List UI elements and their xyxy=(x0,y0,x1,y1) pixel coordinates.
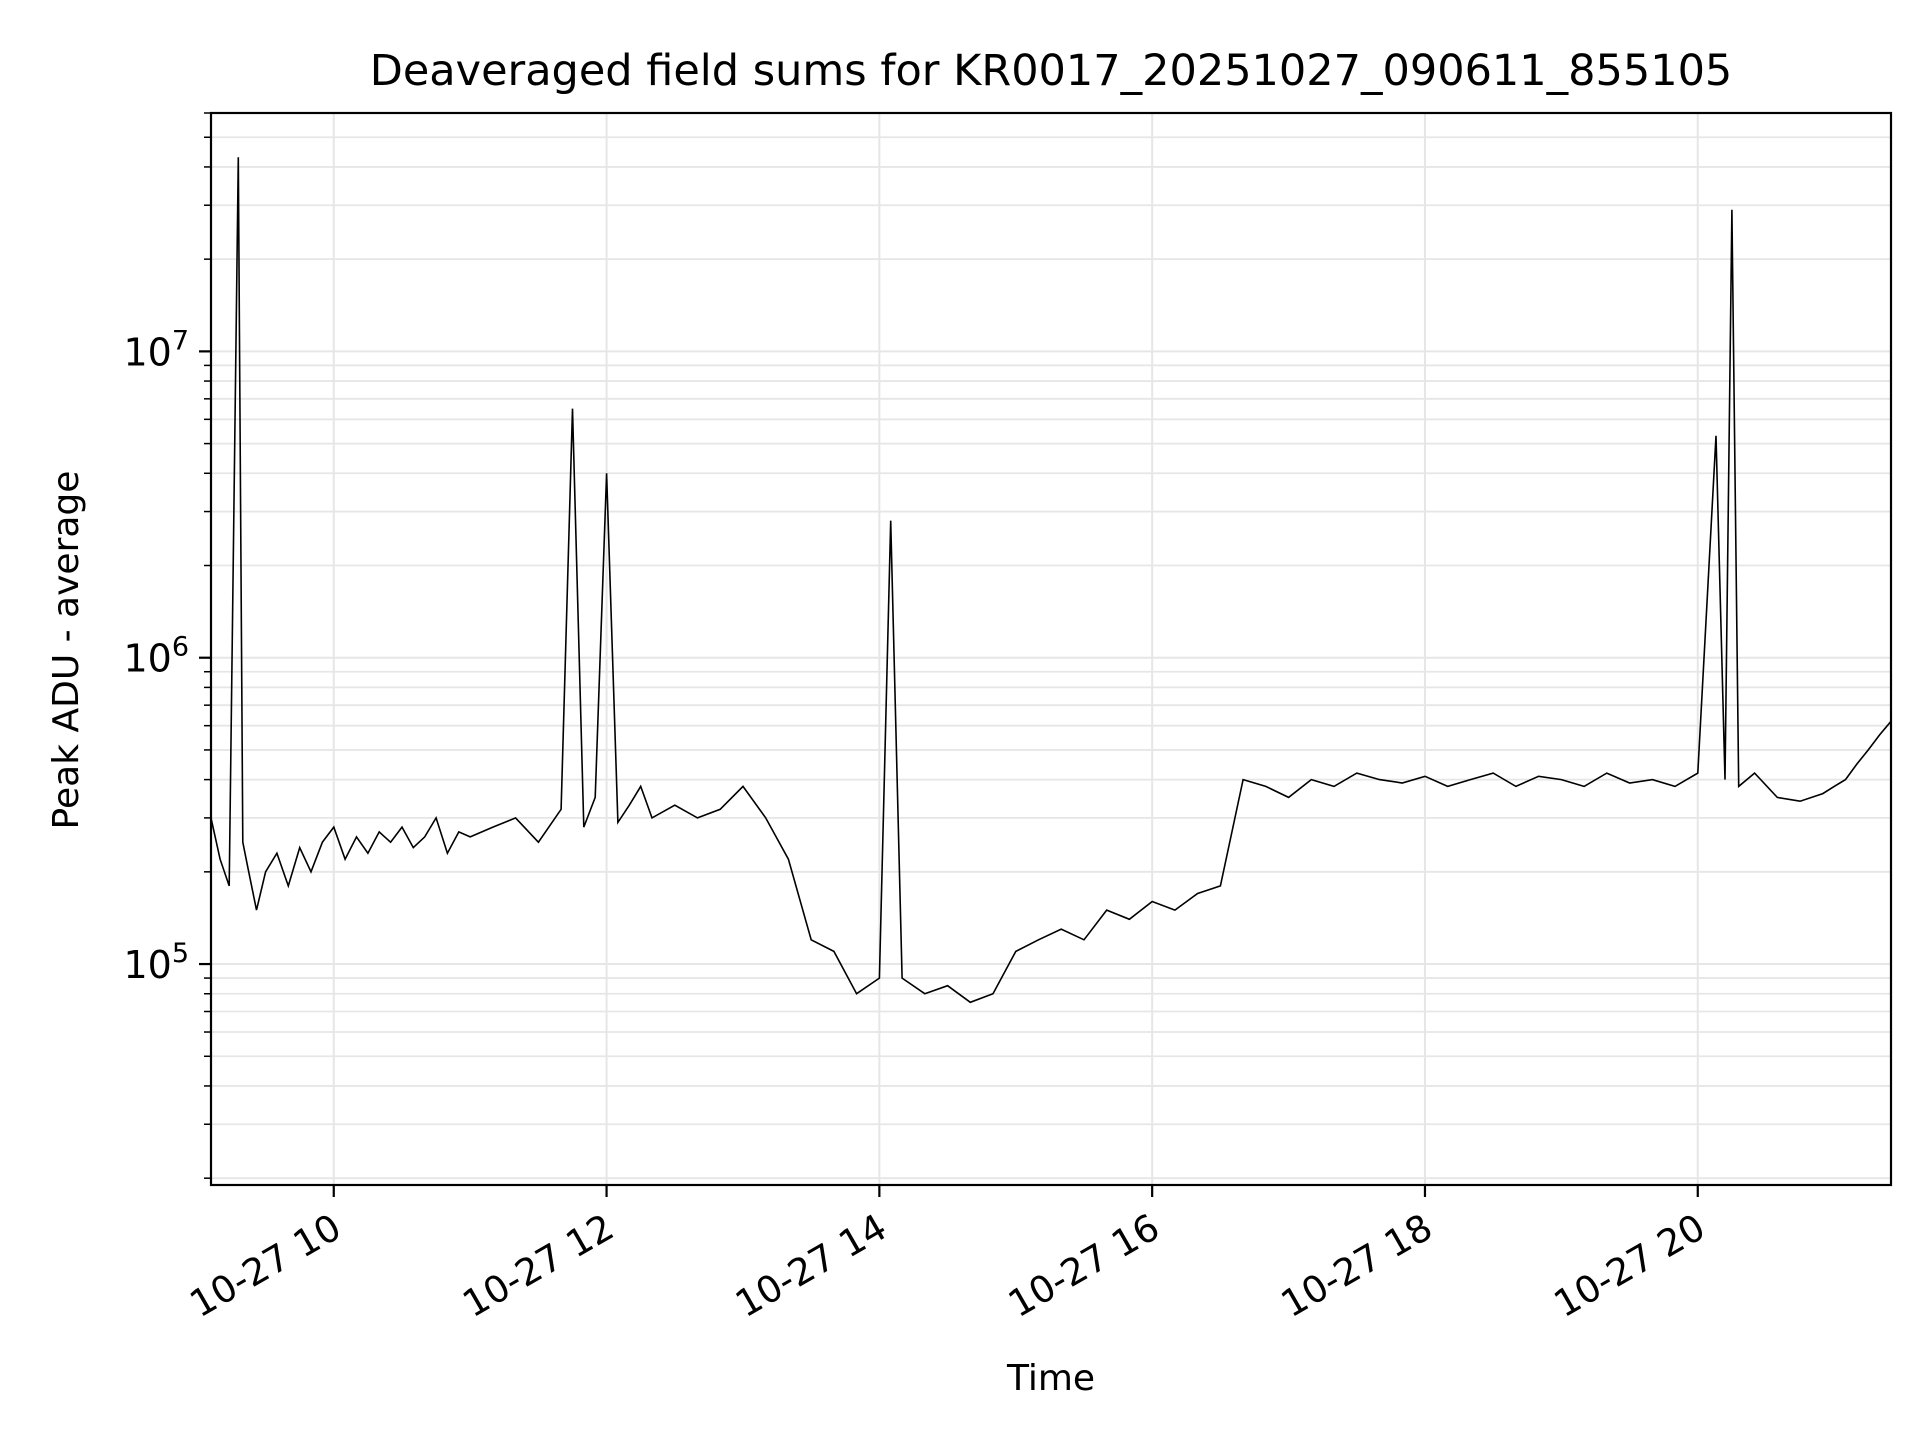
chart-title: Deaveraged field sums for KR0017_2025102… xyxy=(370,46,1733,96)
data-series-line xyxy=(210,157,1892,1004)
grid xyxy=(211,112,1891,1185)
x-axis-label: Time xyxy=(1006,1358,1095,1399)
y-tick-label: 105 xyxy=(123,938,189,987)
series-layer xyxy=(210,157,1892,1004)
y-tick-label: 106 xyxy=(123,632,189,681)
axes xyxy=(209,111,1893,1187)
plot-frame xyxy=(209,111,1893,1187)
y-axis-label: Peak ADU - average xyxy=(46,471,87,830)
y-tick-label: 107 xyxy=(123,325,189,374)
